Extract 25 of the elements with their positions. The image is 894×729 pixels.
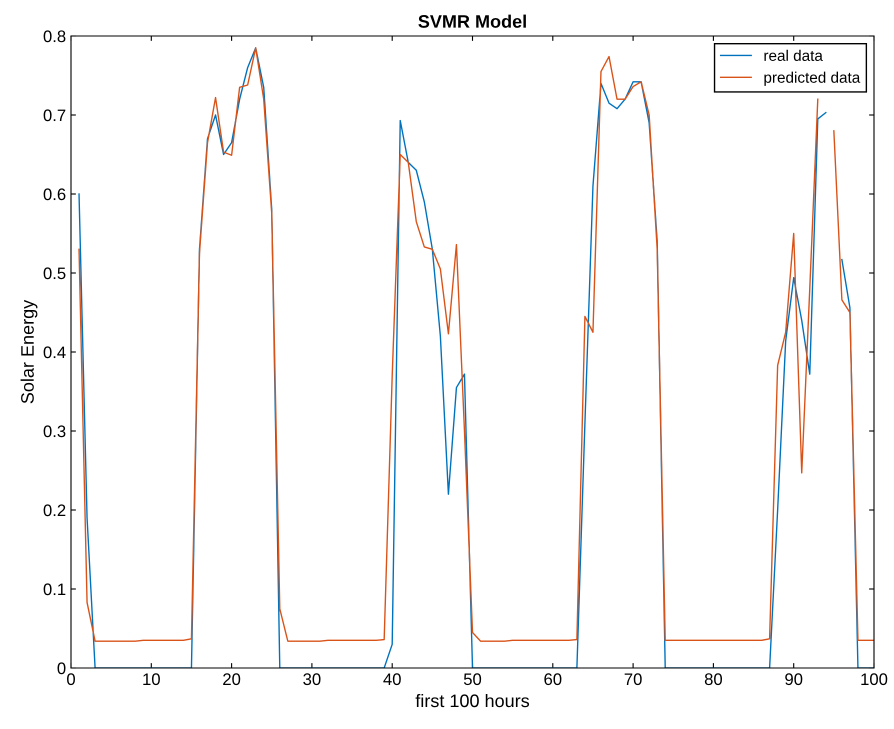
- x-tick-label: 80: [704, 673, 722, 686]
- x-tick-label: 30: [303, 673, 321, 686]
- y-axis-title: Solar Energy: [20, 300, 38, 404]
- y-tick-label: 0.7: [44, 109, 66, 122]
- x-tick-label: 40: [383, 673, 401, 686]
- legend-label: real data: [764, 50, 823, 61]
- x-tick-label: 50: [464, 673, 482, 686]
- y-tick-label: 0.5: [44, 267, 66, 280]
- x-tick-label: 10: [143, 673, 160, 686]
- x-axis-title: first 100 hours: [416, 694, 530, 708]
- y-tick-label: 0.1: [44, 583, 66, 596]
- y-tick-label: 0.3: [44, 425, 66, 438]
- x-tick-label: 60: [544, 673, 562, 686]
- x-tick-label: 0: [67, 673, 75, 686]
- x-tick-label: 90: [785, 673, 802, 686]
- x-tick-label: 100: [861, 673, 888, 686]
- y-tick-label: 0: [58, 662, 66, 674]
- chart-title: SVMR Model: [418, 14, 526, 28]
- x-tick-label: 70: [624, 673, 642, 686]
- legend-label: predicted data: [764, 72, 860, 86]
- y-tick-label: 0.2: [44, 504, 66, 516]
- x-tick-label: 20: [223, 673, 240, 686]
- y-tick-label: 0.8: [44, 30, 66, 42]
- y-tick-label: 0.4: [44, 346, 66, 358]
- y-tick-label: 0.6: [44, 188, 66, 200]
